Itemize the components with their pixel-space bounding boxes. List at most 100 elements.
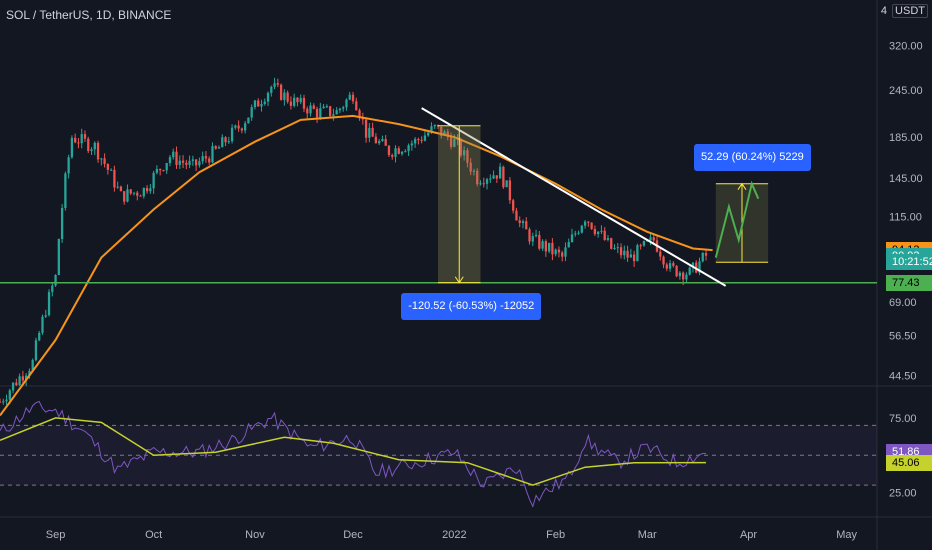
candle-body	[531, 236, 534, 242]
candle-body	[672, 263, 675, 266]
candle-body	[159, 168, 162, 171]
candle-body	[649, 237, 652, 241]
candle-body	[152, 172, 155, 189]
candle-body	[547, 242, 551, 252]
candle-body	[665, 264, 668, 269]
candle-body	[606, 238, 610, 240]
candle-body	[597, 231, 600, 235]
candle-body	[364, 119, 368, 138]
candle-body	[446, 131, 449, 138]
candle-body	[47, 291, 51, 316]
candle-body	[77, 142, 80, 144]
candle-body	[191, 159, 194, 161]
candle-body	[319, 108, 322, 118]
candle-body	[682, 272, 685, 280]
candle-body	[34, 340, 38, 361]
candle-body	[498, 166, 502, 179]
candle-body	[440, 126, 443, 136]
candle-body	[325, 106, 329, 108]
candle-body	[155, 168, 159, 173]
candle-body	[142, 187, 145, 197]
candle-body	[505, 180, 508, 188]
candle-body	[371, 127, 374, 137]
candle-body	[394, 148, 397, 157]
candle-body	[495, 175, 498, 179]
candle-body	[580, 225, 583, 233]
candle-body	[162, 170, 165, 172]
candle-body	[116, 186, 119, 188]
price-tick-label: 115.00	[889, 212, 922, 224]
candle-body	[423, 135, 427, 141]
candle-body	[41, 316, 44, 333]
candle-body	[279, 84, 283, 100]
candle-body	[453, 138, 456, 147]
candle-body	[211, 146, 214, 163]
candle-body	[276, 83, 279, 85]
candle-body	[469, 162, 472, 172]
candle-body	[227, 141, 230, 143]
candle-body	[567, 242, 570, 248]
candle-body	[476, 170, 479, 185]
candle-body	[603, 230, 606, 240]
price-tick-label: 145.00	[889, 173, 923, 185]
candle-body	[570, 234, 574, 243]
candle-body	[5, 399, 8, 402]
candle-body	[175, 151, 178, 165]
candle-body	[257, 100, 260, 107]
candle-body	[335, 110, 338, 115]
candle-body	[544, 241, 548, 252]
candle-body	[610, 238, 613, 249]
candle-body	[263, 101, 266, 104]
currency-badge[interactable]: USDT	[892, 4, 928, 18]
candle-body	[306, 108, 309, 114]
price-badge: 77.43	[886, 274, 932, 291]
candle-body	[253, 100, 257, 108]
candle-body	[541, 241, 544, 249]
candle-body	[420, 139, 423, 141]
candle-body	[2, 401, 5, 403]
candle-body	[358, 110, 361, 119]
candle-body	[345, 99, 348, 108]
candle-body	[551, 242, 554, 255]
candle-body	[309, 105, 312, 114]
candle-body	[685, 274, 688, 280]
candle-body	[636, 245, 639, 262]
candle-body	[564, 247, 567, 257]
candle-body	[485, 179, 489, 184]
candle-body	[704, 252, 708, 256]
candle-body	[230, 127, 234, 142]
candle-body	[489, 178, 492, 180]
candle-body	[145, 187, 149, 192]
candle-body	[74, 137, 77, 143]
candle-body	[322, 106, 325, 109]
candle-body	[244, 123, 247, 131]
trend-line[interactable]	[421, 107, 727, 287]
candle-body	[378, 141, 381, 144]
chart-title: SOL / TetherUS, 1D, BINANCE	[6, 8, 172, 22]
candle-body	[463, 150, 466, 156]
projection-path[interactable]	[714, 180, 760, 258]
candle-body	[289, 101, 293, 106]
candle-body	[397, 148, 400, 154]
time-tick-label: Apr	[740, 529, 757, 541]
candle-body	[466, 150, 469, 163]
candle-body	[691, 262, 695, 268]
price-tick-label: 245.00	[889, 85, 923, 97]
scale-indicator[interactable]: 4 USDT	[881, 4, 928, 18]
price-tick-label: 56.50	[889, 330, 917, 342]
candle-body	[80, 134, 83, 144]
candle-body	[328, 106, 332, 116]
candle-body	[528, 229, 531, 242]
candle-body	[443, 131, 446, 136]
moving-average-line	[0, 114, 713, 417]
candle-body	[338, 108, 342, 111]
candle-body	[15, 382, 18, 386]
candle-body	[593, 228, 597, 235]
candle-body	[123, 191, 126, 202]
candle-body	[587, 221, 590, 223]
candle-body	[103, 158, 106, 164]
candle-body	[260, 103, 263, 107]
candle-body	[302, 98, 306, 109]
candle-body	[221, 137, 224, 148]
